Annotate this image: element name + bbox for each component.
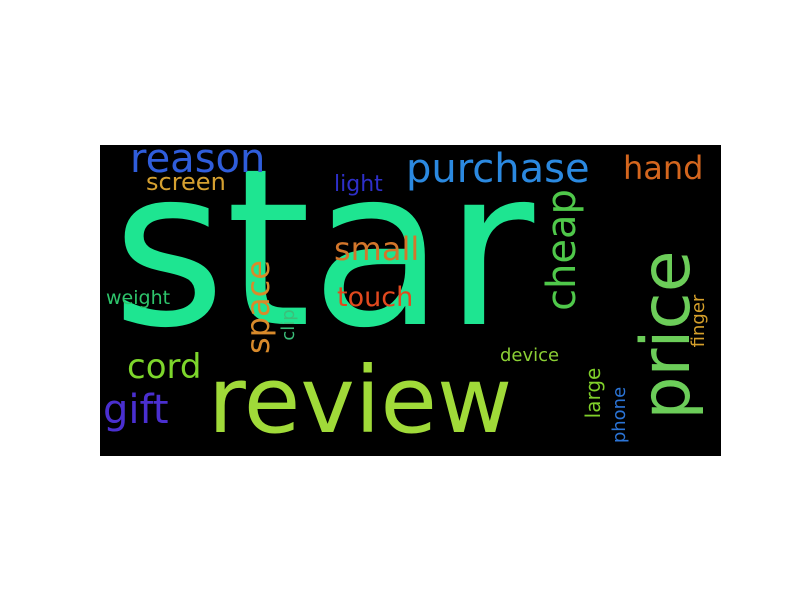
word-clip: clip bbox=[278, 309, 299, 341]
word-review: review bbox=[208, 347, 513, 454]
word-purchase: purchase bbox=[406, 146, 590, 192]
word-star: star bbox=[112, 145, 535, 376]
word-reason: reason bbox=[130, 145, 266, 182]
word-cloud: star review purchase reason hand screen … bbox=[100, 145, 721, 456]
word-finger: finger bbox=[688, 294, 709, 348]
word-hand: hand bbox=[623, 149, 704, 187]
word-large: large bbox=[581, 367, 605, 419]
word-screen: screen bbox=[146, 168, 226, 196]
word-space: space bbox=[239, 260, 277, 354]
word-gift: gift bbox=[103, 387, 169, 433]
word-phone: phone bbox=[609, 386, 630, 444]
word-light: light bbox=[334, 172, 383, 197]
word-device: device bbox=[500, 345, 560, 366]
word-small: small bbox=[334, 230, 420, 268]
word-weight: weight bbox=[106, 287, 171, 309]
word-cheap: cheap bbox=[539, 189, 585, 311]
word-touch: touch bbox=[337, 282, 414, 313]
word-cord: cord bbox=[127, 347, 202, 387]
